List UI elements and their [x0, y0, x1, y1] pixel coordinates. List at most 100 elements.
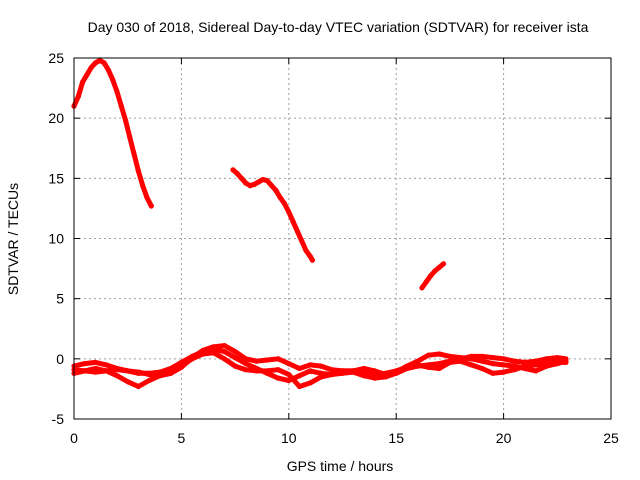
- data-point: [127, 134, 133, 140]
- data-point: [361, 370, 367, 376]
- data-point: [232, 355, 238, 361]
- data-point: [256, 179, 262, 185]
- data-point: [254, 368, 260, 374]
- series-track-2: [230, 167, 315, 263]
- data-point: [140, 183, 146, 189]
- data-point: [286, 361, 292, 367]
- data-point: [511, 363, 517, 369]
- x-tick-label: 20: [496, 430, 512, 446]
- data-point: [296, 383, 303, 390]
- y-tick-label: 25: [48, 50, 64, 66]
- data-point: [415, 358, 421, 364]
- data-point: [238, 175, 245, 181]
- data-point: [92, 60, 99, 66]
- data-point: [189, 355, 195, 361]
- data-point: [101, 60, 107, 66]
- data-point: [264, 178, 270, 184]
- data-point: [148, 203, 154, 209]
- data-point: [490, 361, 496, 367]
- data-point: [221, 356, 227, 362]
- data-point: [318, 363, 324, 369]
- data-point: [232, 363, 238, 369]
- data-point: [221, 349, 227, 355]
- series-layer: [71, 57, 569, 390]
- data-point: [419, 285, 425, 291]
- data-point: [247, 183, 253, 189]
- data-point: [329, 371, 335, 378]
- data-point: [423, 279, 429, 285]
- data-point: [563, 358, 569, 364]
- data-point: [522, 365, 528, 372]
- data-point: [307, 362, 313, 368]
- data-point: [135, 369, 141, 375]
- data-point: [296, 365, 303, 372]
- data-point: [211, 350, 217, 356]
- data-point: [243, 180, 249, 186]
- data-point: [84, 72, 90, 78]
- data-point: [264, 357, 270, 363]
- data-point: [269, 183, 275, 189]
- data-point: [114, 367, 120, 373]
- y-tick-label: 10: [48, 231, 64, 247]
- data-point: [234, 170, 240, 177]
- data-point: [425, 352, 431, 358]
- data-point: [447, 353, 453, 359]
- chart-title: Day 030 of 2018, Sidereal Day-to-day VTE…: [88, 19, 589, 35]
- data-point: [339, 368, 346, 374]
- y-axis-title: SDTVAR / TECUs: [5, 183, 21, 295]
- data-point: [309, 257, 315, 263]
- data-point: [458, 355, 464, 361]
- data-point: [251, 181, 257, 187]
- series-baseline-c: [71, 343, 569, 379]
- data-point: [82, 368, 88, 374]
- data-point: [544, 363, 550, 369]
- data-point: [131, 151, 137, 157]
- data-point: [286, 209, 292, 215]
- data-point: [490, 370, 496, 376]
- data-point: [307, 380, 313, 386]
- data-point: [533, 362, 539, 368]
- data-point: [135, 168, 141, 174]
- data-point: [318, 374, 324, 380]
- y-tick-label: 15: [48, 170, 64, 186]
- data-point: [260, 176, 266, 183]
- data-point: [290, 219, 296, 225]
- data-point: [243, 367, 249, 373]
- data-point: [146, 371, 152, 378]
- data-point: [275, 367, 281, 373]
- data-point: [479, 358, 485, 364]
- data-point: [114, 373, 120, 379]
- data-point: [393, 369, 399, 375]
- data-point: [146, 377, 152, 384]
- data-point: [440, 261, 447, 267]
- data-point: [114, 89, 120, 95]
- data-point: [75, 93, 81, 100]
- data-point: [243, 356, 249, 362]
- data-point: [105, 67, 111, 73]
- data-point: [501, 369, 507, 375]
- data-point: [511, 358, 517, 364]
- data-point: [307, 368, 313, 374]
- data-point: [92, 359, 99, 365]
- y-tick-label: -5: [52, 411, 65, 427]
- data-point: [125, 379, 131, 385]
- y-tick-label: 0: [56, 351, 64, 367]
- data-point: [264, 368, 270, 374]
- data-point: [554, 361, 560, 367]
- x-axis-title: GPS time / hours: [287, 458, 394, 474]
- data-point: [468, 356, 474, 362]
- y-tick-label: 5: [56, 291, 64, 307]
- data-point: [479, 353, 485, 359]
- data-point: [157, 373, 163, 379]
- data-point: [243, 361, 249, 367]
- data-point: [168, 370, 174, 376]
- x-tick-label: 10: [281, 430, 297, 446]
- data-point: [125, 368, 131, 374]
- data-point: [425, 364, 431, 370]
- data-point: [275, 375, 281, 381]
- data-point: [533, 368, 539, 374]
- data-point: [544, 356, 550, 362]
- data-point: [82, 361, 88, 367]
- data-point: [286, 371, 292, 378]
- data-point: [436, 351, 442, 357]
